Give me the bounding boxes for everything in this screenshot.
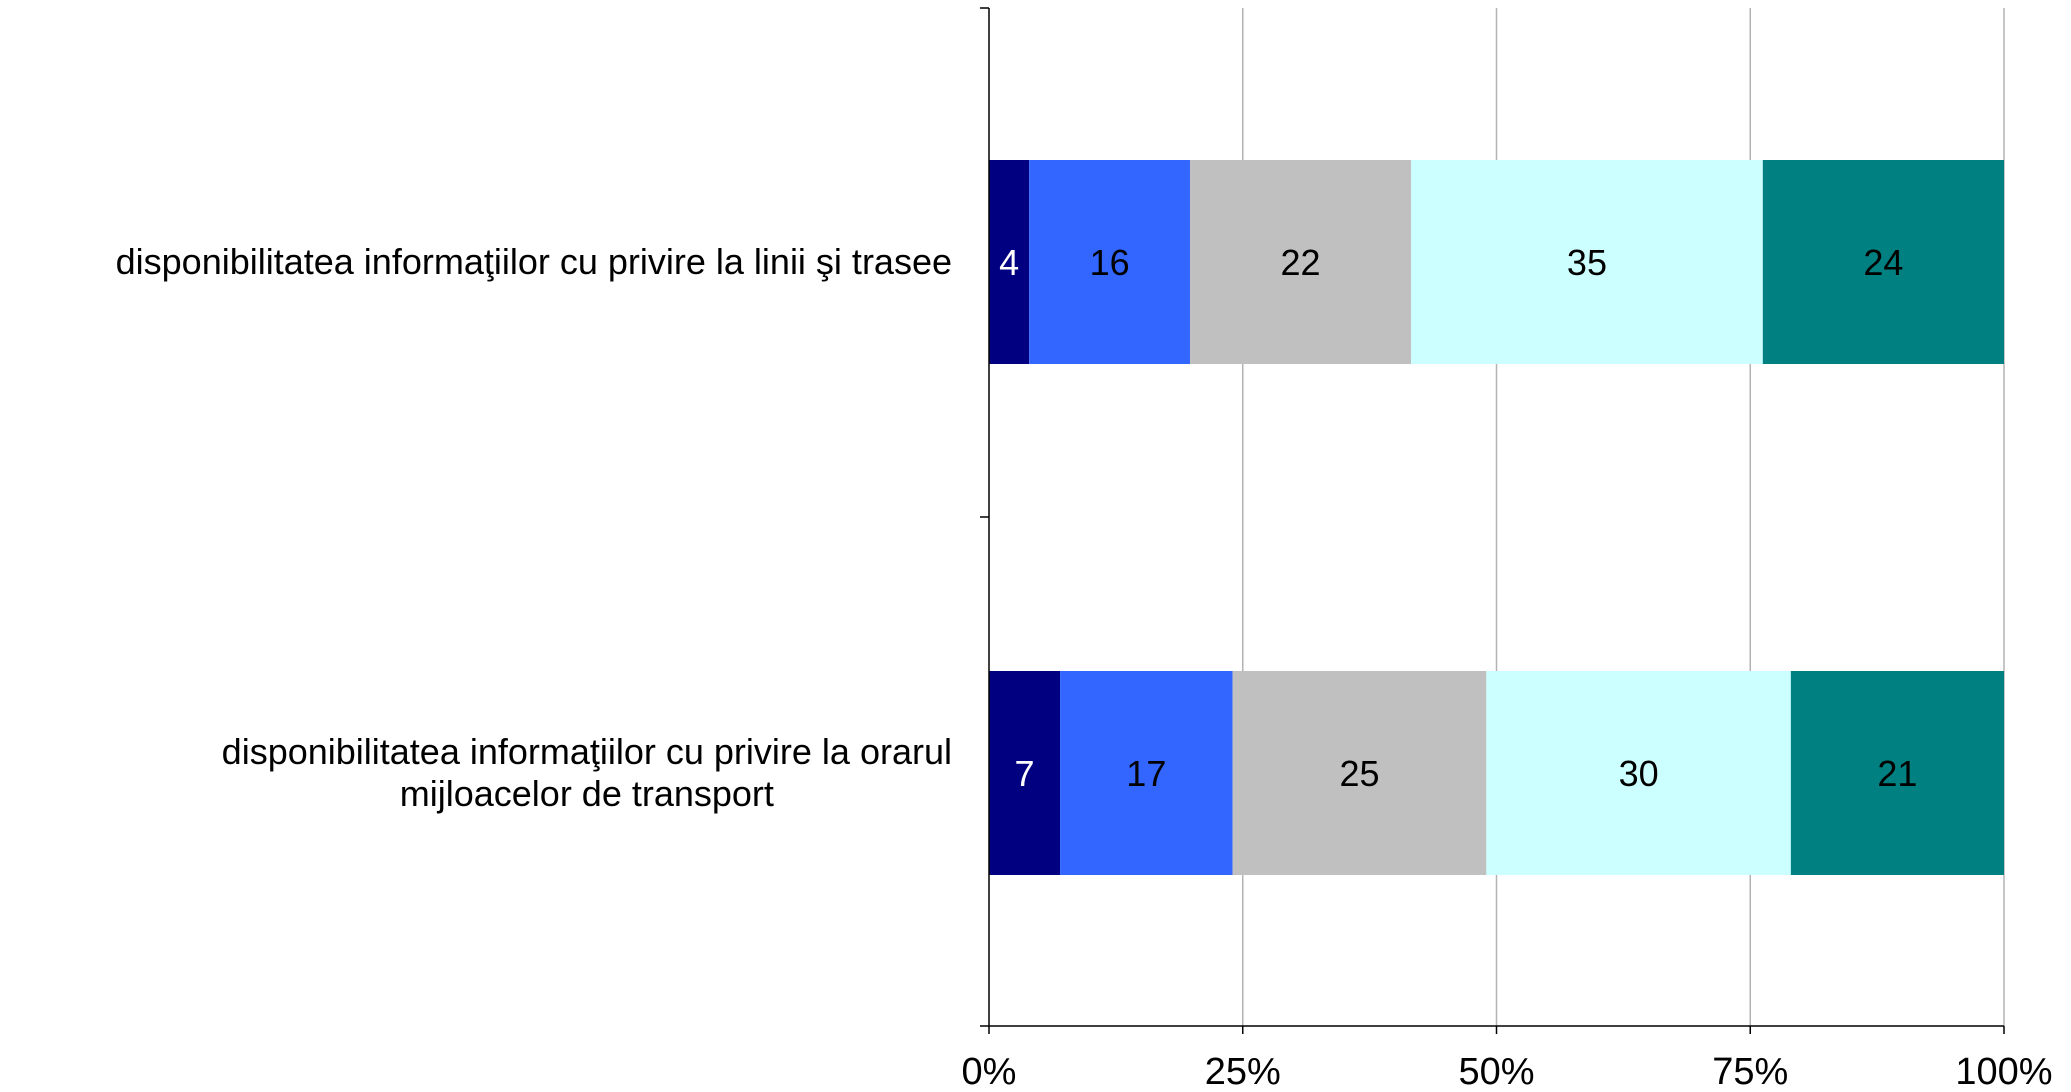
data-label: 7 [1015,753,1035,794]
data-label: 17 [1126,753,1166,794]
bar-segment [1486,671,1791,875]
bar-segment [1060,671,1233,875]
x-tick-label: 25% [1205,1051,1281,1092]
category-label: disponibilitatea informaţiilor cu privir… [116,241,952,282]
data-label: 24 [1863,242,1903,283]
labels: 0% 25% 50% 75% 100% 4 16 22 35 24 disponibilitatea… [116,241,2053,1092]
bar-segment [1411,160,1763,364]
data-label: 16 [1090,242,1130,283]
bar-segment [1232,671,1487,875]
bar-segment [1029,160,1190,364]
bar-segments [989,160,2004,875]
data-label: 22 [1281,242,1321,283]
x-tick-label: 0% [962,1051,1017,1092]
bar-segment [1790,671,2004,875]
bar-segment [1762,160,2004,364]
bar-segment [1189,160,1412,364]
axes [980,7,2005,1034]
x-tick-label: 100% [1955,1051,2052,1092]
bar-segment [989,160,1030,364]
data-label: 4 [999,242,1019,283]
data-label: 35 [1567,242,1607,283]
bar-segment [989,671,1061,875]
category-label: disponibilitatea informaţiilor cu privir… [222,731,952,814]
data-label: 30 [1619,753,1659,794]
x-tick-label: 50% [1458,1051,1534,1092]
x-tick-label: 75% [1712,1051,1788,1092]
data-label: 25 [1339,753,1379,794]
data-label: 21 [1877,753,1917,794]
